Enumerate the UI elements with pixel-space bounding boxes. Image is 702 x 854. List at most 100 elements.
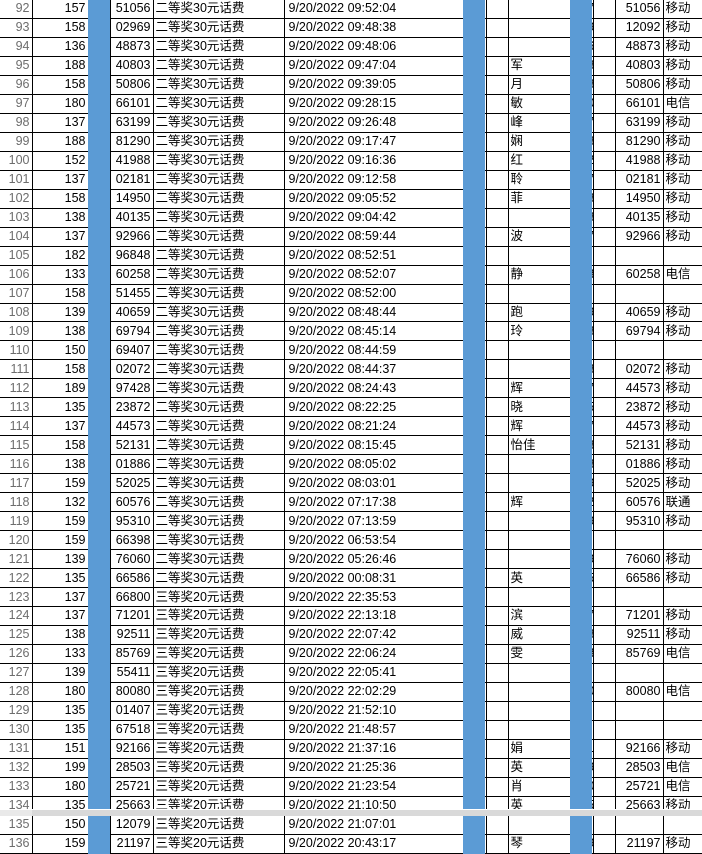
cell-phone-suffix-2[interactable]: [615, 587, 664, 607]
cell-hidden-3[interactable]: [593, 321, 616, 342]
cell-given-name[interactable]: [508, 37, 572, 57]
cell-given-name[interactable]: [508, 340, 572, 361]
cell-given-name[interactable]: 雯: [508, 644, 572, 664]
row-number-header[interactable]: 131: [0, 739, 33, 759]
cell-prize-name[interactable]: 二等奖30元话费: [153, 18, 285, 38]
cell-phone-suffix[interactable]: 67518: [110, 720, 154, 740]
row-number-header[interactable]: 123: [0, 587, 33, 607]
cell-given-name[interactable]: 娴: [508, 132, 572, 152]
cell-carrier[interactable]: 移动: [663, 189, 702, 209]
cell-phone-suffix-2[interactable]: 01886: [615, 454, 664, 475]
cell-hidden-3[interactable]: [593, 37, 616, 57]
cell-given-name[interactable]: [508, 208, 572, 228]
cell-carrier[interactable]: 移动: [663, 151, 702, 171]
cell-phone-suffix-2[interactable]: 25721: [615, 777, 664, 797]
cell-phone-suffix-2[interactable]: 66101: [615, 94, 664, 114]
cell-phone-prefix[interactable]: 133: [32, 644, 89, 664]
row-number-header[interactable]: 122: [0, 568, 33, 589]
cell-hidden-2[interactable]: [486, 113, 509, 133]
cell-phone-prefix[interactable]: 150: [32, 340, 89, 361]
row-number-header[interactable]: 95: [0, 56, 33, 76]
cell-hidden-3[interactable]: [593, 132, 616, 152]
cell-hidden-3[interactable]: [593, 340, 616, 361]
row-number-header[interactable]: 119: [0, 511, 33, 532]
row-number-header[interactable]: 107: [0, 284, 33, 304]
cell-phone-suffix[interactable]: 52025: [110, 473, 154, 494]
cell-carrier[interactable]: 移动: [663, 359, 702, 380]
cell-phone-suffix[interactable]: 02072: [110, 359, 154, 380]
cell-hidden-2[interactable]: [486, 189, 509, 209]
cell-phone-suffix[interactable]: 66800: [110, 587, 154, 607]
cell-phone-suffix-2[interactable]: 44573: [615, 378, 664, 399]
cell-given-name[interactable]: [508, 359, 572, 380]
cell-carrier[interactable]: 移动: [663, 739, 702, 759]
cell-carrier[interactable]: 移动: [663, 113, 702, 133]
cell-phone-suffix[interactable]: 80080: [110, 682, 154, 702]
row-number-header[interactable]: 117: [0, 473, 33, 494]
cell-prize-name[interactable]: 二等奖30元话费: [153, 208, 285, 228]
cell-hidden-3[interactable]: [593, 416, 616, 437]
cell-phone-prefix[interactable]: 159: [32, 473, 89, 494]
cell-phone-prefix[interactable]: 137: [32, 113, 89, 133]
cell-phone-prefix[interactable]: 132: [32, 492, 89, 513]
row-number-header[interactable]: 111: [0, 359, 33, 380]
cell-prize-name[interactable]: 二等奖30元话费: [153, 359, 285, 380]
cell-phone-suffix-2[interactable]: 48873: [615, 37, 664, 57]
cell-phone-suffix-2[interactable]: [615, 815, 664, 835]
cell-hidden-2[interactable]: [486, 75, 509, 95]
cell-phone-suffix[interactable]: 81290: [110, 132, 154, 152]
cell-award-datetime[interactable]: 9/20/2022 09:39:05: [284, 75, 465, 95]
cell-hidden-2[interactable]: [486, 56, 509, 76]
cell-given-name[interactable]: 波: [508, 227, 572, 247]
cell-given-name[interactable]: [508, 530, 572, 551]
cell-given-name[interactable]: 辉: [508, 416, 572, 437]
cell-phone-suffix-2[interactable]: [615, 663, 664, 683]
cell-award-datetime[interactable]: 9/20/2022 21:07:01: [284, 815, 465, 835]
cell-carrier[interactable]: 移动: [663, 378, 702, 399]
cell-phone-prefix[interactable]: 157: [32, 0, 89, 19]
cell-prize-name[interactable]: 二等奖30元话费: [153, 170, 285, 190]
row-number-header[interactable]: 129: [0, 701, 33, 721]
cell-award-datetime[interactable]: 9/20/2022 08:05:02: [284, 454, 465, 475]
cell-award-datetime[interactable]: 9/20/2022 21:25:36: [284, 758, 465, 778]
cell-carrier[interactable]: 移动: [663, 321, 702, 342]
cell-award-datetime[interactable]: 9/20/2022 08:48:44: [284, 303, 465, 323]
cell-phone-suffix-2[interactable]: 23872: [615, 397, 664, 418]
cell-phone-suffix[interactable]: 44573: [110, 416, 154, 437]
cell-phone-suffix-2[interactable]: 85769: [615, 644, 664, 664]
row-number-header[interactable]: 110: [0, 340, 33, 361]
cell-hidden-3[interactable]: [593, 701, 616, 721]
cell-hidden-2[interactable]: [486, 644, 509, 664]
cell-award-datetime[interactable]: 9/20/2022 09:28:15: [284, 94, 465, 114]
cell-prize-name[interactable]: 二等奖30元话费: [153, 568, 285, 589]
cell-phone-suffix[interactable]: 28503: [110, 758, 154, 778]
cell-carrier[interactable]: 移动: [663, 606, 702, 626]
row-number-header[interactable]: 126: [0, 644, 33, 664]
cell-phone-suffix-2[interactable]: 60576: [615, 492, 664, 513]
cell-hidden-3[interactable]: [593, 834, 616, 854]
cell-carrier[interactable]: 移动: [663, 170, 702, 190]
cell-given-name[interactable]: 菲: [508, 189, 572, 209]
cell-phone-suffix[interactable]: 52131: [110, 435, 154, 456]
cell-phone-prefix[interactable]: 188: [32, 132, 89, 152]
cell-prize-name[interactable]: 三等奖20元话费: [153, 606, 285, 626]
cell-given-name[interactable]: [508, 701, 572, 721]
cell-phone-suffix[interactable]: 69794: [110, 321, 154, 342]
row-number-header[interactable]: 109: [0, 321, 33, 342]
cell-hidden-3[interactable]: [593, 189, 616, 209]
cell-award-datetime[interactable]: 9/20/2022 09:47:04: [284, 56, 465, 76]
cell-given-name[interactable]: 玲: [508, 321, 572, 342]
row-number-header[interactable]: 103: [0, 208, 33, 228]
cell-phone-suffix-2[interactable]: 41988: [615, 151, 664, 171]
cell-award-datetime[interactable]: 9/20/2022 22:02:29: [284, 682, 465, 702]
cell-award-datetime[interactable]: 9/20/2022 20:43:17: [284, 834, 465, 854]
cell-carrier[interactable]: 移动: [663, 549, 702, 570]
cell-phone-suffix-2[interactable]: 50806: [615, 75, 664, 95]
cell-award-datetime[interactable]: 9/20/2022 22:06:24: [284, 644, 465, 664]
cell-carrier[interactable]: 电信: [663, 758, 702, 778]
